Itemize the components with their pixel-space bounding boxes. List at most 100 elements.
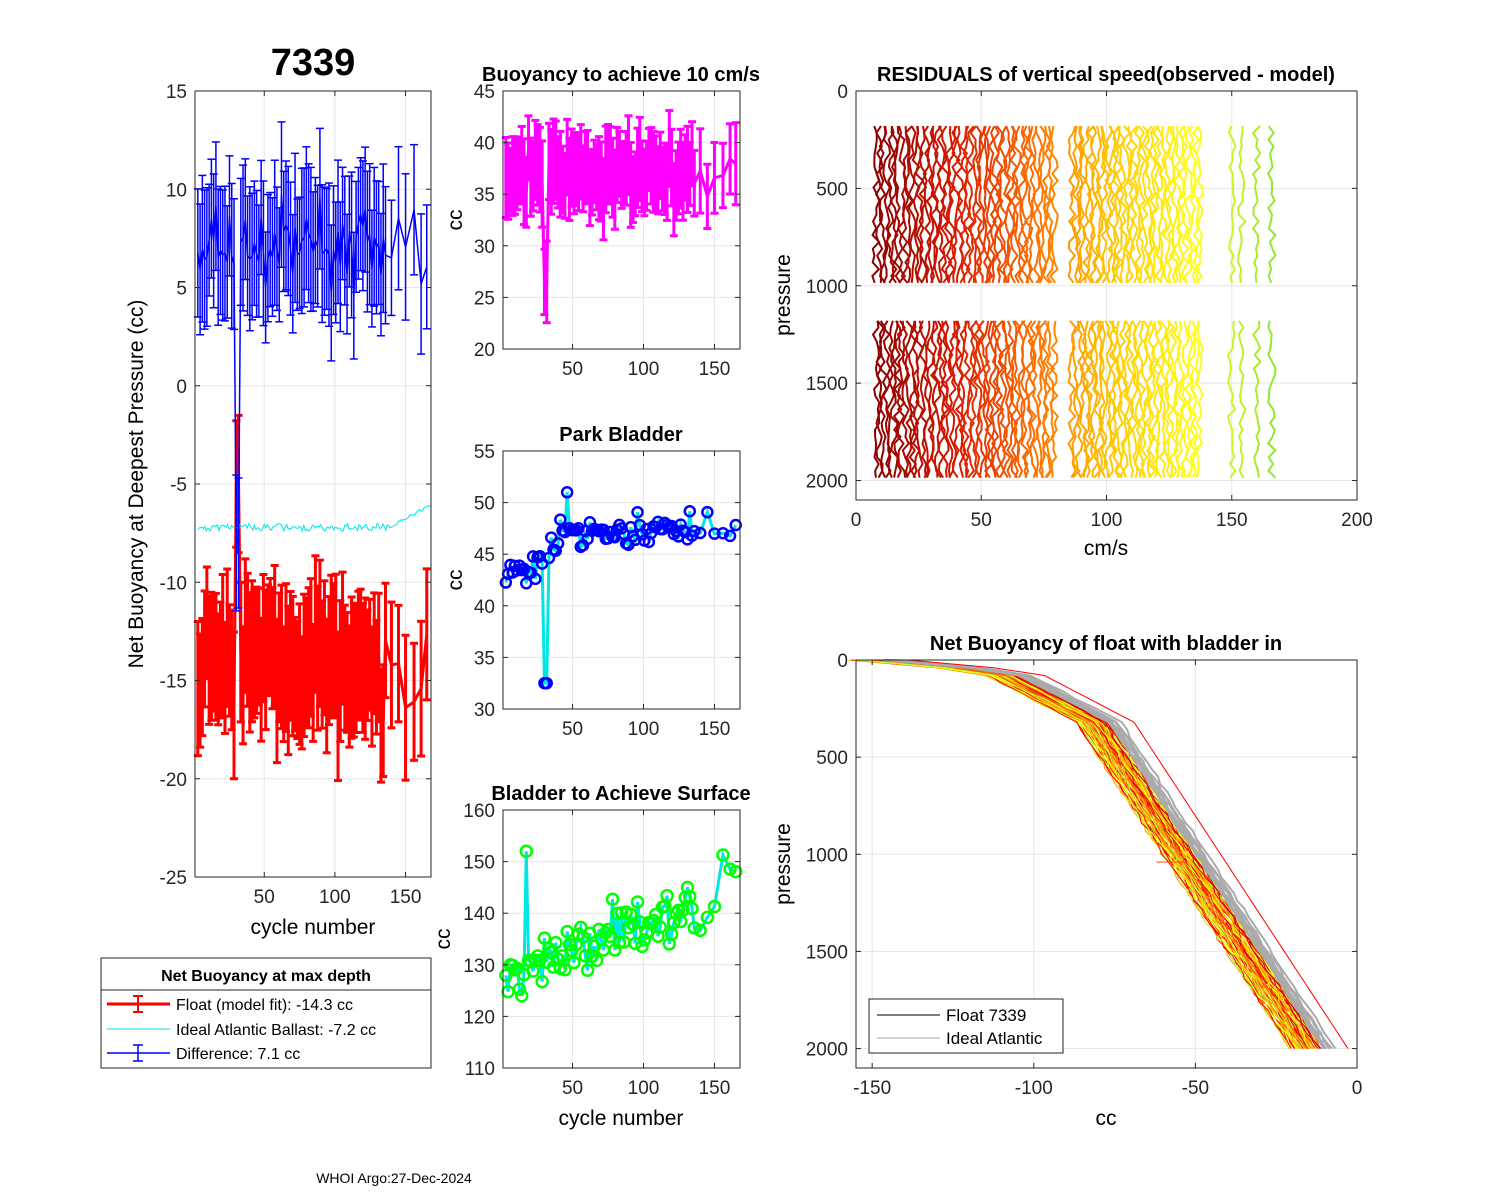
x-axis-label: cm/s — [1084, 537, 1128, 560]
x-axis-label: cycle number — [251, 916, 376, 939]
residual-profile — [893, 125, 903, 284]
surface-bladder-marker — [653, 920, 667, 934]
residual-profile — [1136, 320, 1147, 479]
surface-bladder-marker — [728, 864, 743, 879]
residual-profile — [943, 125, 954, 284]
residual-profile — [1089, 320, 1099, 478]
residual-profile — [1045, 320, 1056, 479]
park-bladder-marker — [701, 505, 714, 519]
residual-profile — [1194, 320, 1204, 478]
residual-profile — [1251, 125, 1262, 283]
y-tick-label: 15 — [166, 82, 187, 103]
surface-bladder-marker — [601, 922, 615, 937]
surface-bladder-marker — [626, 917, 640, 932]
residual-profile — [983, 320, 994, 479]
buoyancy-line — [504, 147, 737, 284]
x-axis-label: cycle number — [559, 1107, 684, 1130]
y-tick-label: -10 — [160, 573, 187, 594]
surface-bladder-marker — [683, 889, 697, 904]
residual-profile — [1183, 320, 1194, 479]
residual-profile — [907, 125, 917, 283]
surface-bladder-marker — [512, 982, 527, 997]
park-bladder-marker — [572, 522, 585, 535]
residual-profile — [1111, 320, 1121, 479]
residual-profile — [1041, 320, 1052, 479]
float-profile — [850, 659, 1292, 1049]
residual-profile — [933, 125, 943, 284]
plot-frame — [502, 90, 741, 350]
y-tick-label: 40 — [474, 597, 495, 618]
x-tick-label: 150 — [699, 1078, 731, 1099]
park-bladder-marker — [540, 676, 553, 690]
surface-bladder-marker — [605, 892, 620, 906]
y-tick-label: 130 — [463, 956, 495, 977]
residual-profile — [980, 320, 990, 478]
residual-profile — [889, 126, 899, 284]
residual-profile — [962, 320, 972, 478]
ideal-ballast-line — [197, 505, 432, 533]
legend-entry-float: Float 7339 — [946, 1006, 1026, 1025]
x-tick-label: 150 — [699, 719, 731, 740]
residual-profile — [1034, 125, 1044, 284]
residual-profile — [1136, 125, 1147, 284]
bladder-surface-panel: Bladder to Achieve Surface 50 100 150 160 15… — [432, 783, 751, 1130]
residual-profile — [1096, 320, 1106, 478]
residual-profile — [904, 320, 914, 479]
residual-profile — [976, 320, 987, 478]
y-tick-label: -5 — [170, 475, 187, 496]
residual-profile — [922, 125, 932, 283]
y-tick-label: 0 — [837, 651, 848, 672]
residual-profile — [889, 320, 899, 478]
park-bladder-marker — [723, 529, 737, 543]
float-profile — [875, 659, 1319, 1049]
y-axis-label: cc — [444, 210, 467, 231]
residual-profile — [1005, 320, 1015, 479]
surface-bladder-marker — [519, 844, 534, 859]
residual-profile — [1151, 125, 1161, 283]
residual-profile — [944, 320, 954, 478]
x-tick-label: -50 — [1182, 1078, 1209, 1099]
park-bladder-marker — [549, 544, 563, 557]
residual-profile — [1158, 125, 1167, 284]
residual-profile — [966, 320, 976, 479]
y-tick-label: 50 — [474, 494, 495, 515]
park-bladder-marker — [683, 504, 697, 518]
ideal-atlantic-profile — [895, 659, 1337, 1050]
legend-swatch-difference — [107, 1044, 170, 1062]
x-tick-label: 100 — [628, 359, 660, 380]
legend-box — [100, 957, 432, 1069]
panel-title: Net Buoyancy of float with bladder in — [930, 633, 1282, 655]
legend-swatch-float — [107, 995, 170, 1013]
y-tick-label: 120 — [463, 1007, 495, 1028]
difference-line — [197, 194, 428, 544]
residual-profile — [1125, 320, 1135, 478]
residual-profile — [1194, 125, 1205, 284]
surface-bladder-marker — [562, 937, 577, 952]
panel-title: Buoyancy to achieve 10 cm/s — [482, 64, 760, 86]
residual-profile — [976, 125, 987, 283]
surface-bladder-marker — [685, 901, 699, 916]
y-tick-label: 0 — [176, 377, 187, 398]
surface-bladder-marker — [549, 935, 563, 950]
ideal-atlantic-profile — [891, 659, 1333, 1050]
surface-bladder-marker — [648, 907, 663, 922]
residual-profile — [1067, 125, 1077, 284]
residual-profile — [1092, 320, 1103, 479]
y-tick-label: 25 — [474, 288, 495, 309]
residual-profile — [965, 125, 976, 284]
surface-bladder-marker — [637, 933, 652, 947]
float-profile — [858, 659, 1300, 1049]
residual-profile — [1165, 320, 1176, 478]
y-tick-label: 40 — [474, 134, 495, 155]
float-profile — [907, 659, 1349, 1049]
x-tick-label: 50 — [971, 510, 992, 531]
y-tick-label: 30 — [474, 237, 495, 258]
residual-profile — [1237, 320, 1247, 479]
y-tick-label: 30 — [474, 700, 495, 721]
park-bladder-marker — [529, 572, 542, 586]
residual-profile — [911, 125, 921, 284]
residual-profile — [994, 320, 1005, 478]
float-profile — [850, 659, 1292, 1049]
residual-profile — [1237, 126, 1247, 283]
y-tick-label: 45 — [474, 82, 495, 103]
